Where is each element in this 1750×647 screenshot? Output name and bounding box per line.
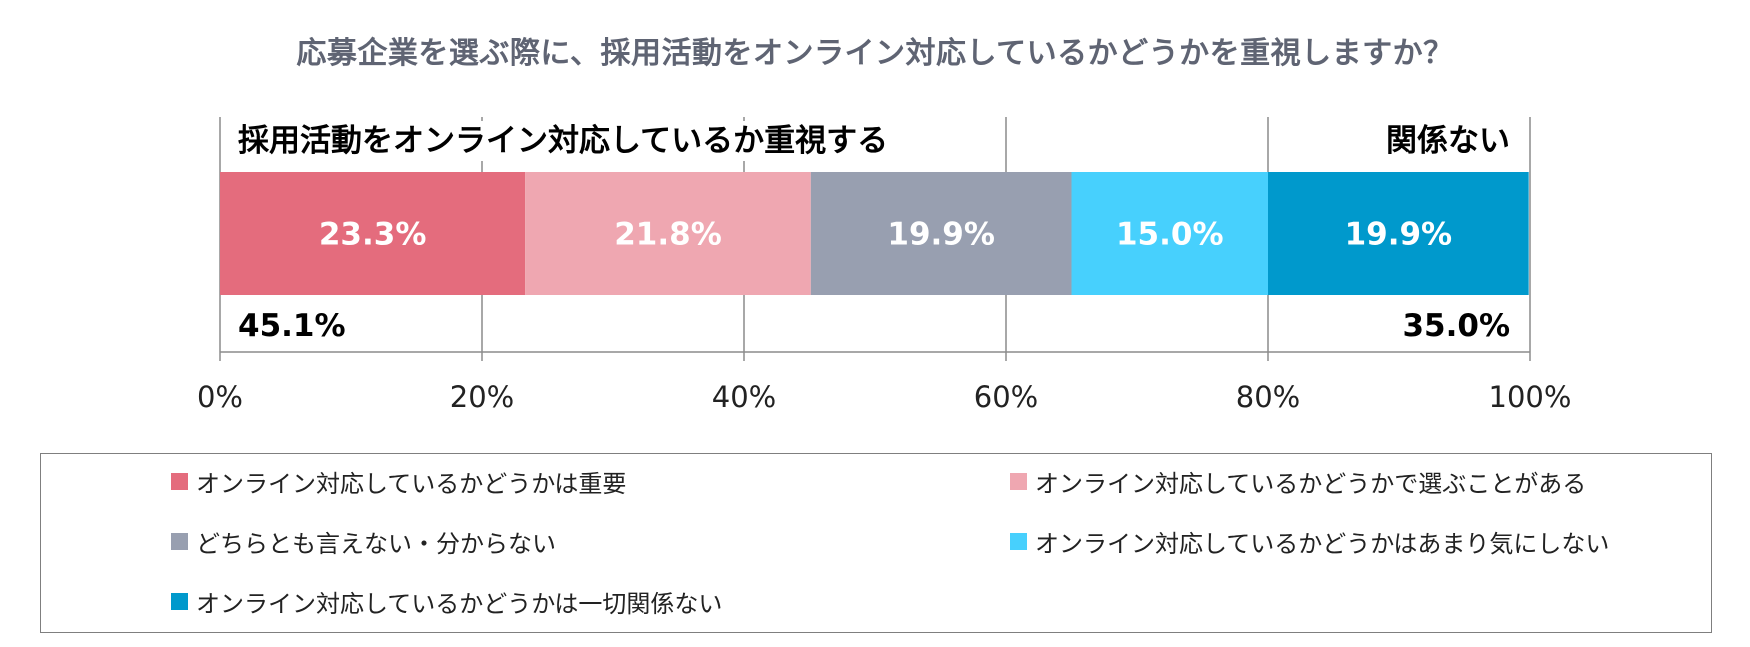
legend-swatch bbox=[171, 532, 188, 550]
x-tick-label: 60% bbox=[974, 380, 1038, 414]
bar-segment bbox=[810, 172, 1072, 295]
data-label: 23.3% bbox=[319, 217, 427, 253]
bar-segment bbox=[1268, 172, 1529, 295]
legend-swatch bbox=[171, 472, 188, 490]
data-label: 19.9% bbox=[887, 217, 995, 253]
bar-segment bbox=[220, 172, 526, 295]
left-group-label: 採用活動をオンライン対応しているか重視する bbox=[238, 123, 888, 159]
left-group-label-bg bbox=[234, 121, 893, 161]
legend-swatch bbox=[1010, 472, 1027, 490]
x-tick-label: 20% bbox=[450, 380, 514, 414]
x-tick-label: 80% bbox=[1236, 380, 1300, 414]
group-annotations: 採用活動をオンライン対応しているか重視する 関係ない 45.1% 35.0% bbox=[234, 121, 1514, 346]
legend-item: オンライン対応しているかどうかで選ぶことがある bbox=[1010, 464, 1586, 498]
legend-label: オンライン対応しているかどうかで選ぶことがある bbox=[1035, 469, 1587, 498]
bar-segment bbox=[525, 172, 811, 295]
right-group-total-bg bbox=[1398, 306, 1514, 346]
legend-item: どちらとも言えない・分からない bbox=[171, 524, 556, 558]
legend: オンライン対応しているかどうかは重要 オンライン対応しているかどうかで選ぶことがあ… bbox=[40, 453, 1712, 633]
bar-data-labels: 23.3% 21.8% 19.9% 15.0% 19.9% bbox=[319, 217, 1452, 253]
legend-label: オンライン対応しているかどうかは一切関係ない bbox=[196, 589, 723, 618]
legend-label: オンライン対応しているかどうかは重要 bbox=[196, 469, 627, 498]
data-label: 19.9% bbox=[1345, 217, 1453, 253]
right-group-label-bg bbox=[1382, 121, 1514, 161]
legend-label: オンライン対応しているかどうかはあまり気にしない bbox=[1035, 529, 1610, 558]
x-axis: 0% 20% 40% 60% 80% 100% bbox=[197, 351, 1572, 414]
left-group-total: 45.1% bbox=[238, 308, 346, 344]
right-group-total: 35.0% bbox=[1402, 308, 1510, 344]
stacked-bar-chart: 23.3% 21.8% 19.9% 15.0% 19.9% 採用活動をオンライン対応して… bbox=[197, 117, 1572, 414]
x-tick-label: 0% bbox=[197, 380, 243, 414]
legend-item: オンライン対応しているかどうかは重要 bbox=[171, 464, 626, 498]
legend-item: オンライン対応しているかどうかはあまり気にしない bbox=[1010, 524, 1609, 558]
bar-segment bbox=[1071, 172, 1268, 295]
legend-label: どちらとも言えない・分からない bbox=[196, 529, 556, 558]
legend-swatch bbox=[1010, 532, 1027, 550]
chart-title: 応募企業を選ぶ際に、採用活動をオンライン対応しているかどうかを重視しますか？ bbox=[296, 36, 1454, 71]
x-tick-label: 100% bbox=[1489, 380, 1572, 414]
legend-item: オンライン対応しているかどうかは一切関係ない bbox=[171, 584, 722, 618]
left-group-total-bg bbox=[234, 306, 350, 346]
right-group-label: 関係ない bbox=[1386, 123, 1510, 159]
legend-swatch bbox=[171, 592, 188, 610]
data-label: 15.0% bbox=[1116, 217, 1224, 253]
data-label: 21.8% bbox=[614, 217, 722, 253]
bar-segments bbox=[220, 172, 1529, 295]
x-tick-label: 40% bbox=[712, 380, 776, 414]
